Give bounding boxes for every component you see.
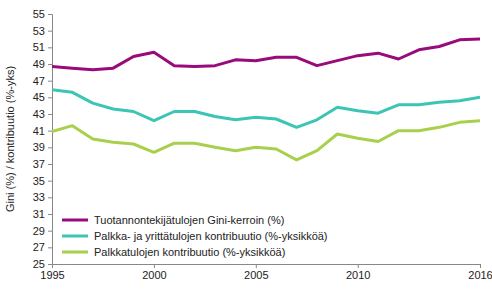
y-tick-label: 39 [33, 141, 45, 153]
legend-swatch [62, 235, 88, 238]
legend-swatch [62, 219, 88, 222]
x-tick-mark [52, 264, 53, 268]
x-tick-label: 2000 [142, 269, 166, 281]
legend-swatch [62, 251, 88, 254]
series-line [52, 121, 480, 160]
plot-area [52, 39, 480, 160]
x-tick-mark [256, 264, 257, 268]
y-tick: 51 [33, 41, 52, 53]
y-tick-mark [48, 231, 52, 232]
y-tick-mark [48, 147, 52, 148]
y-tick-label: 27 [33, 241, 45, 253]
x-tick-mark [154, 264, 155, 268]
x-axis-line [53, 265, 481, 269]
y-tick-label: 31 [33, 208, 45, 220]
y-tick: 33 [33, 191, 52, 203]
y-tick-mark [48, 247, 52, 248]
y-tick: 35 [33, 175, 52, 187]
y-tick: 45 [33, 91, 52, 103]
series-line [52, 39, 480, 70]
legend-label: Palkkatulojen kontribuutio (%-yksikköä) [94, 246, 285, 258]
y-tick: 47 [33, 75, 52, 87]
y-tick-mark [48, 164, 52, 165]
legend: Tuotannontekijätulojen Gini-kerroin (%) P… [62, 214, 328, 258]
y-tick-mark [48, 131, 52, 132]
x-tick: 2016 [468, 264, 492, 281]
y-tick: 27 [33, 241, 52, 253]
y-tick-label: 29 [33, 225, 45, 237]
x-axis: 1995 2000 2005 2010 2016 [40, 264, 492, 281]
y-tick: 37 [33, 158, 52, 170]
y-tick: 49 [33, 58, 52, 70]
y-tick: 31 [33, 208, 52, 220]
x-tick-label: 2016 [468, 269, 492, 281]
y-tick-mark [48, 214, 52, 215]
y-tick-mark [48, 47, 52, 48]
x-tick-mark [358, 264, 359, 268]
y-tick: 55 [33, 8, 52, 20]
y-tick-label: 49 [33, 58, 45, 70]
x-tick-label: 2010 [346, 269, 370, 281]
y-tick-label: 35 [33, 175, 45, 187]
y-tick: 53 [33, 25, 52, 37]
x-tick: 2000 [142, 264, 166, 281]
y-tick-label: 45 [33, 91, 45, 103]
y-tick-label: 37 [33, 158, 45, 170]
y-tick: 43 [33, 108, 52, 120]
x-tick-label: 1995 [40, 269, 64, 281]
y-tick-mark [48, 197, 52, 198]
y-axis: 25272931333537394143454749515355 [33, 8, 53, 270]
y-tick-label: 51 [33, 41, 45, 53]
legend-label: Palkka- ja yrittätulojen kontribuutio (%… [94, 230, 328, 242]
y-axis-line [48, 15, 53, 265]
y-tick-mark [48, 14, 52, 15]
legend-label: Tuotannontekijätulojen Gini-kerroin (%) [94, 214, 284, 226]
x-tick-label: 2005 [244, 269, 268, 281]
y-tick-mark [48, 181, 52, 182]
x-tick-mark [480, 264, 481, 268]
series-line [52, 90, 480, 128]
y-tick-mark [48, 97, 52, 98]
y-tick: 39 [33, 141, 52, 153]
y-axis-title: Gini (%) / kontribuutio (%-yks) [4, 66, 16, 212]
y-tick-label: 53 [33, 25, 45, 37]
y-tick-label: 55 [33, 8, 45, 20]
y-tick: 41 [33, 125, 52, 137]
y-tick-label: 41 [33, 125, 45, 137]
y-tick-label: 33 [33, 191, 45, 203]
y-tick-label: 47 [33, 75, 45, 87]
y-tick-label: 43 [33, 108, 45, 120]
x-tick: 2005 [244, 264, 268, 281]
y-tick-mark [48, 81, 52, 82]
y-tick-mark [48, 114, 52, 115]
y-tick: 29 [33, 225, 52, 237]
y-tick-mark [48, 64, 52, 65]
y-tick-mark [48, 264, 52, 265]
chart: 2527293133353739414345474951535519952000… [0, 0, 492, 302]
x-tick: 1995 [40, 264, 64, 281]
x-tick: 2010 [346, 264, 370, 281]
y-tick-mark [48, 31, 52, 32]
